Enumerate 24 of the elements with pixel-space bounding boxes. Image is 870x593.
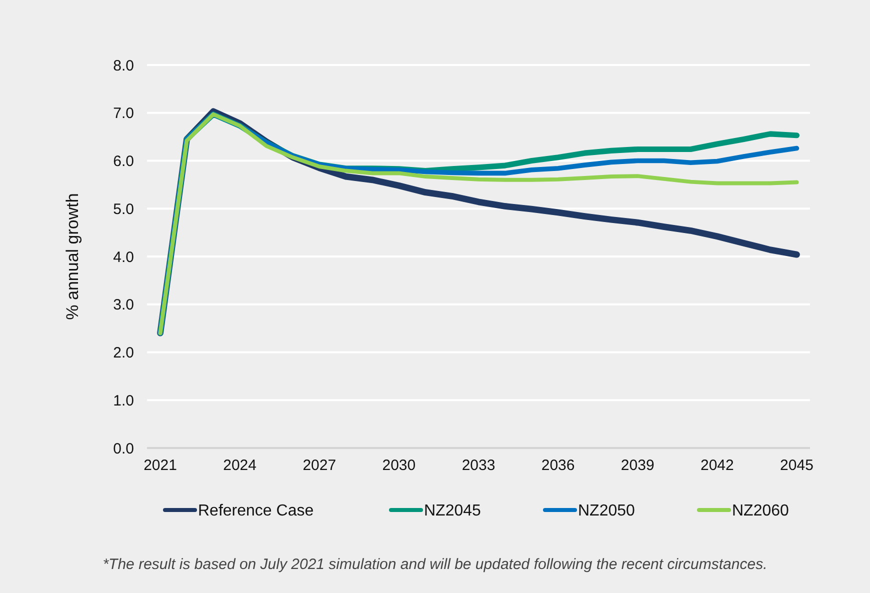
x-tick-label: 2036 [541, 457, 575, 474]
legend-label: NZ2050 [578, 502, 636, 520]
legend-label: NZ2045 [424, 502, 482, 520]
x-tick-label: 2042 [700, 457, 734, 474]
y-tick-label: 8.0 [113, 57, 134, 74]
text: *The result is based on July 2021 simulation and will be updated following the recent circumstances. [102, 556, 768, 573]
x-tick-label: 2033 [462, 457, 496, 474]
y-tick-label: 6.0 [113, 153, 134, 170]
y-tick-label: 3.0 [113, 296, 134, 314]
x-tick-label: 2045 [780, 457, 814, 474]
legend-label: Reference Case [198, 502, 314, 520]
x-tick-label: 2027 [302, 457, 336, 474]
y-tick-label: 0.0 [113, 440, 134, 458]
x-tick-label: 2024 [223, 457, 257, 474]
y-tick-label: 2.0 [113, 344, 134, 362]
y-tick-label: 4.0 [113, 248, 134, 266]
y-axis-title: % annual growth [63, 193, 82, 320]
x-tick-label: 2039 [620, 457, 654, 474]
y-tick-label: 5.0 [113, 200, 134, 218]
y-tick-label: 7.0 [113, 105, 134, 122]
x-tick-label: 2021 [144, 457, 177, 474]
y-tick-label: 1.0 [113, 392, 134, 410]
x-tick-label: 2030 [382, 457, 416, 474]
legend-label: NZ2060 [732, 502, 790, 520]
